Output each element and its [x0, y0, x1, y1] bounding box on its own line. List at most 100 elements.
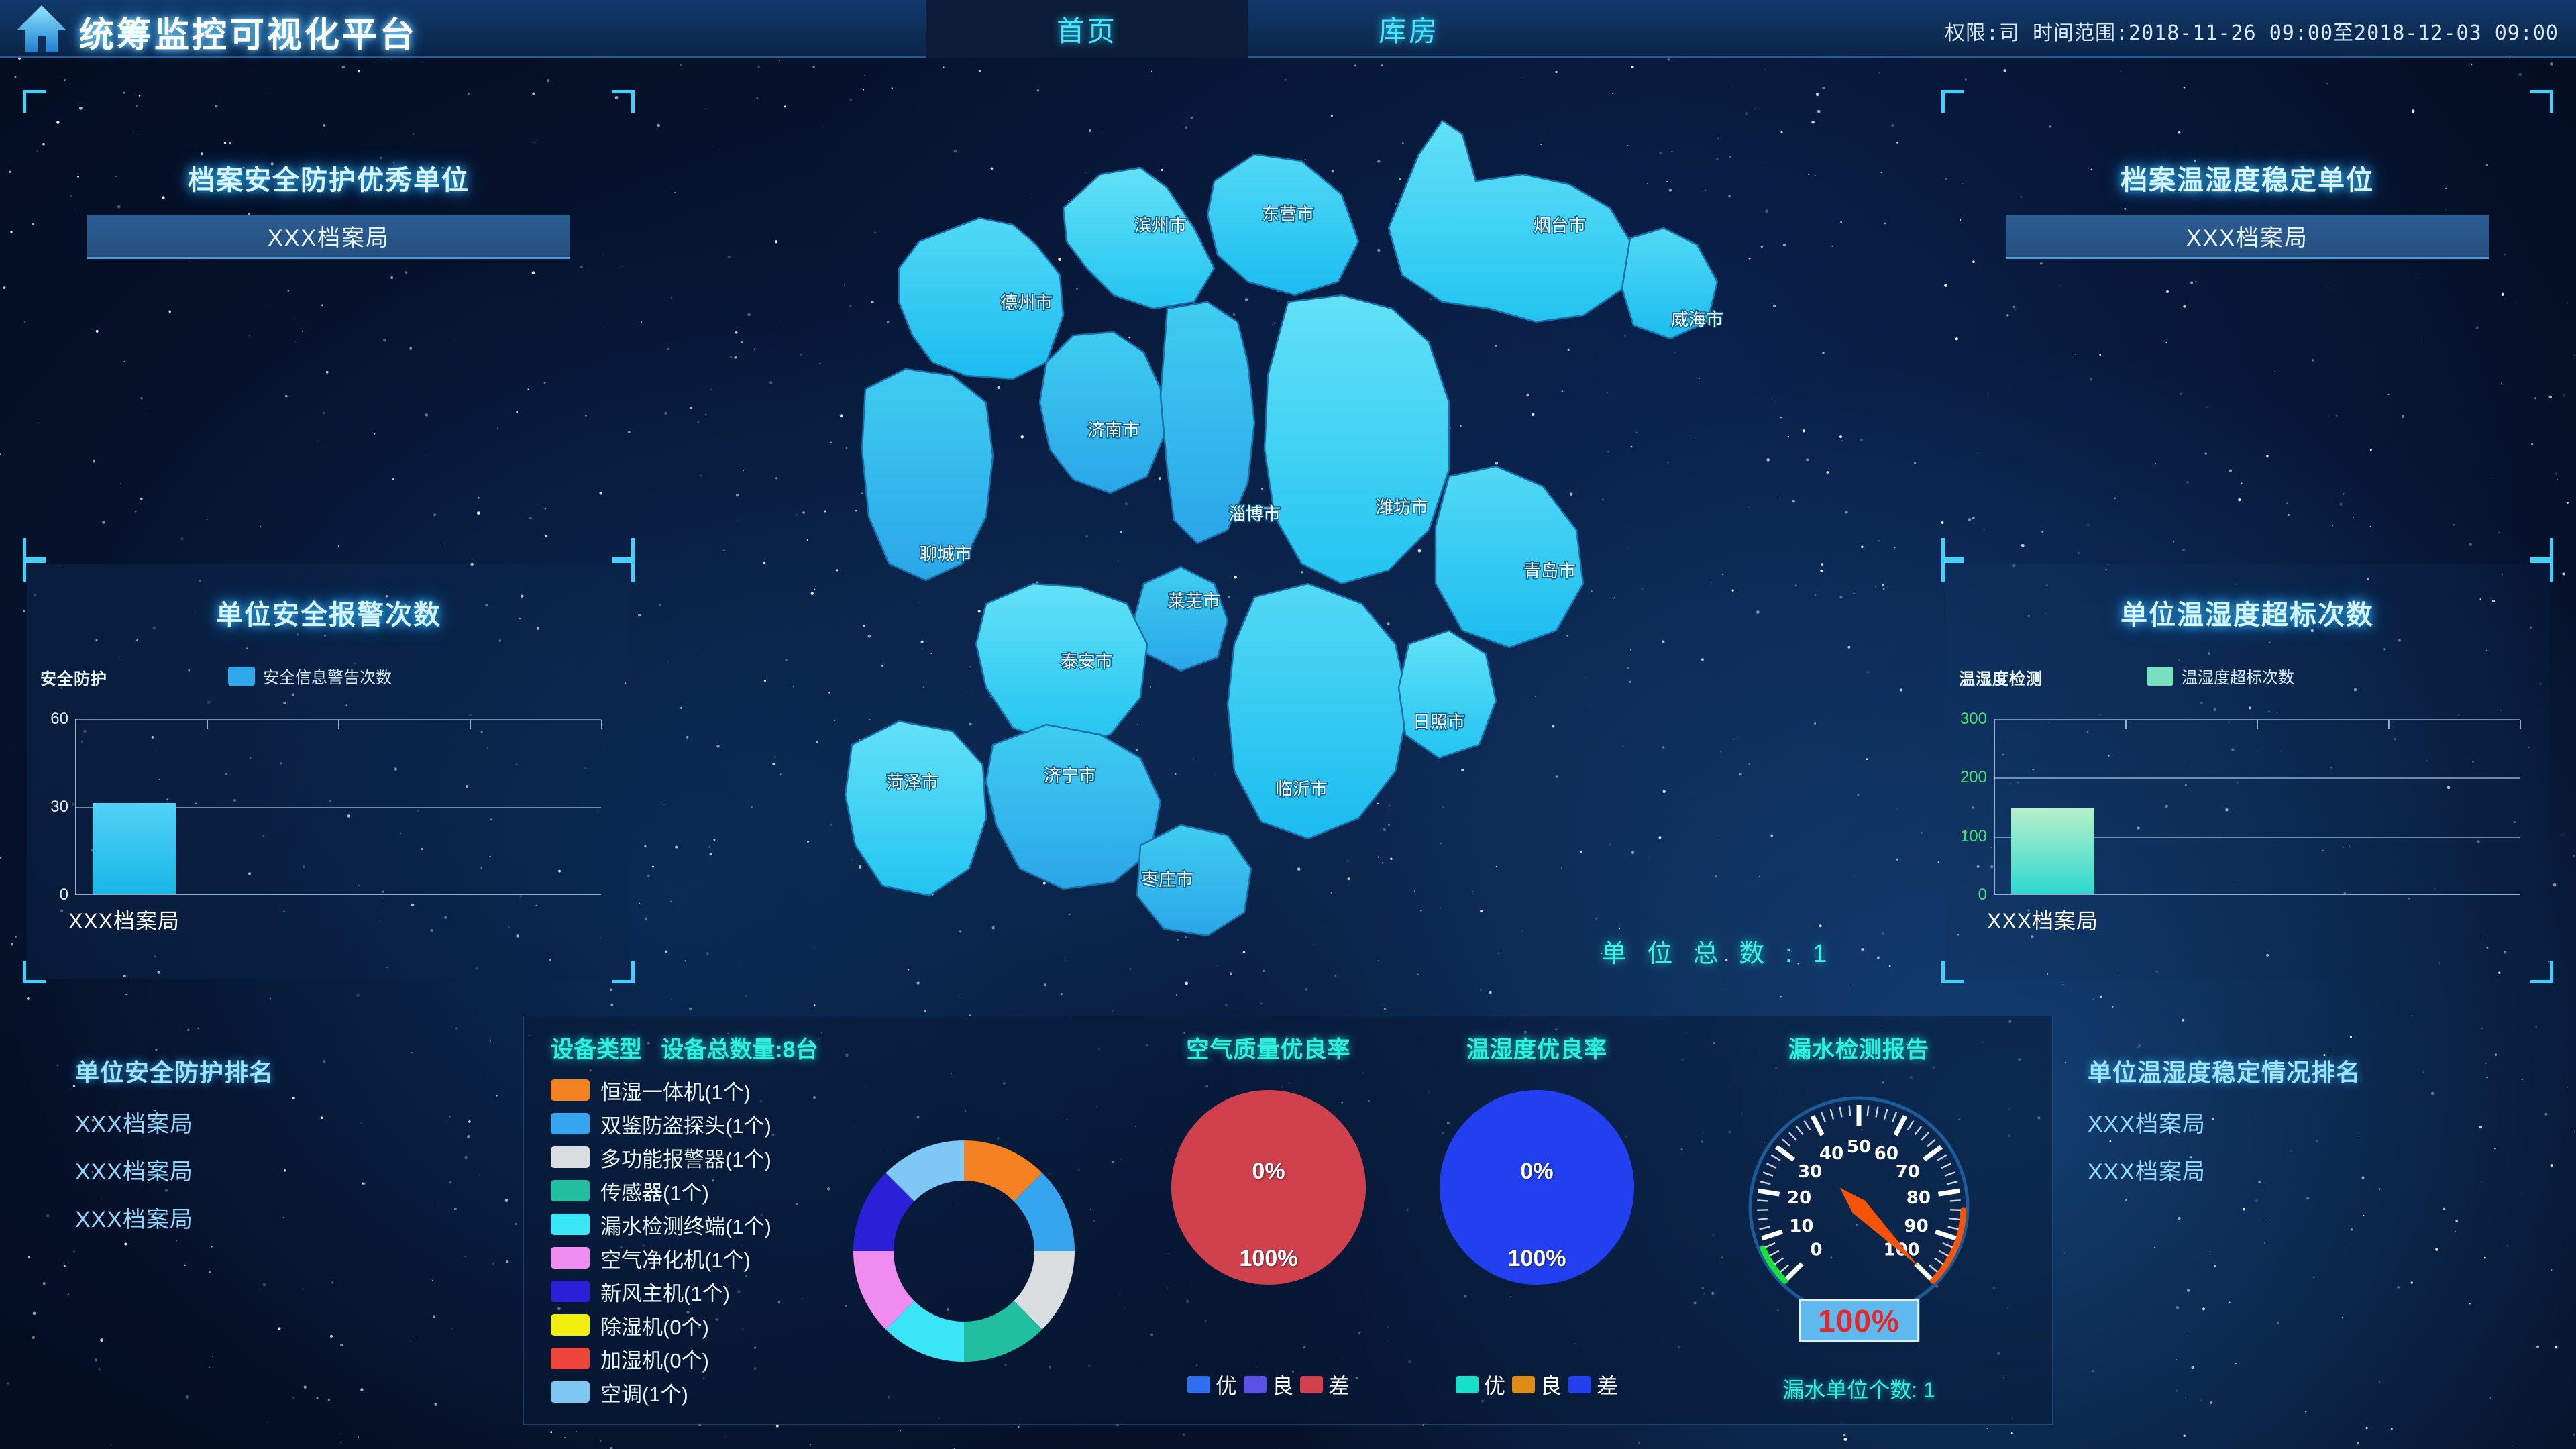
alarm-plot-area: 0 30 60	[75, 719, 601, 895]
legend-swatch	[551, 1314, 590, 1336]
app-header: 统筹监控可视化平台 首页 库房 权限:司 时间范围:2018-11-26 09:…	[0, 0, 2576, 58]
y-axis	[1994, 719, 1995, 895]
stable-unit-value[interactable]: XXX档案局	[2006, 215, 2489, 259]
panel-statistics-strip: 设备类型 设备总数量:8台 恒湿一体机(1个) 双鉴防盗探头(1个) 多功能报警…	[523, 1016, 2053, 1425]
shandong-map[interactable]: 滨州市 东营市 烟台市 威海市 德州市 济南市 淄博市 潍坊市 青岛市 聊城市 莱芜市 泰安市 菏泽市 济…	[698, 74, 1878, 979]
list-item[interactable]: XXX档案局	[2088, 1153, 2549, 1186]
legend-swatch	[551, 1180, 590, 1201]
temp-humidity-legend[interactable]: 优 良 差	[1396, 1369, 1678, 1400]
x-axis-tick	[470, 720, 471, 729]
list-item[interactable]: 恒湿一体机(1个)	[551, 1073, 1145, 1107]
legend-label: 漏水检测终端(1个)	[600, 1210, 771, 1240]
legend-swatch	[1244, 1376, 1267, 1393]
leak-gauge-title: 漏水检测报告	[1684, 1031, 2033, 1064]
legend-label: 空气净化机(1个)	[600, 1243, 751, 1273]
stable-unit-title: 档案温湿度稳定单位	[1945, 158, 2549, 197]
air-quality-block: 空气质量优良率 0% 100% 优 良 差	[1128, 1031, 1409, 1411]
unit-total-label: 单 位 总 数 : 1	[1529, 932, 1905, 969]
leak-gauge-block: 漏水检测报告 0102030405060708090100 100% 漏水单位个…	[1684, 1031, 2033, 1411]
map-svg[interactable]: 滨州市 东营市烟台市威海市 德州市济南市淄博市 潍坊市青岛市 聊城市莱芜市泰安市菏泽市 济…	[698, 74, 1878, 979]
temp-humidity-value-bottom: 100%	[1396, 1246, 1678, 1272]
corner-bracket-icon	[612, 538, 635, 561]
panel-excellent-unit: 档案安全防护优秀单位 XXX档案局	[27, 94, 631, 557]
svg-text:0: 0	[1810, 1240, 1822, 1260]
exceed-chart-legend[interactable]: 温湿度超标次数	[2147, 664, 2294, 688]
y-axis-tick: 30	[50, 798, 68, 816]
legend-item[interactable]: 良	[1512, 1369, 1562, 1400]
grid-line	[1994, 777, 2520, 779]
legend-item[interactable]: 优	[1456, 1369, 1505, 1400]
legend-swatch	[551, 1214, 590, 1235]
alarm-chart-title: 单位安全报警次数	[27, 593, 631, 632]
legend-item[interactable]: 优	[1187, 1369, 1237, 1400]
legend-item[interactable]: 差	[1300, 1369, 1350, 1400]
legend-label: 优	[1484, 1369, 1505, 1400]
legend-swatch	[1568, 1376, 1591, 1393]
legend-swatch	[1456, 1376, 1479, 1393]
alarm-chart-legend[interactable]: 安全信息警告次数	[228, 664, 392, 688]
legend-item[interactable]: 差	[1568, 1369, 1618, 1400]
legend-label: 温湿度超标次数	[2182, 664, 2294, 688]
list-item[interactable]: XXX档案局	[75, 1201, 537, 1234]
panel-alarm-chart: 单位安全报警次数 安全防护 安全信息警告次数 0 30 60 XXX档案局	[27, 564, 631, 979]
tab-warehouse[interactable]: 库房	[1248, 0, 1570, 58]
app-title: 统筹监控可视化平台	[79, 7, 417, 57]
corner-bracket-icon	[1941, 90, 1964, 113]
air-quality-value-bottom: 100%	[1128, 1246, 1409, 1272]
svg-text:德州市: 德州市	[1000, 293, 1053, 313]
legend-swatch	[551, 1146, 590, 1168]
air-quality-value-top: 0%	[1128, 1159, 1409, 1185]
x-axis	[75, 894, 601, 895]
svg-text:50: 50	[1847, 1137, 1871, 1157]
device-donut-chart[interactable]	[830, 1117, 1098, 1385]
excellent-unit-value[interactable]: XXX档案局	[87, 215, 570, 259]
legend-swatch	[2147, 667, 2174, 686]
list-item[interactable]: XXX档案局	[75, 1153, 537, 1186]
exceed-chart-title: 单位温湿度超标次数	[1945, 593, 2549, 632]
svg-text:滨州市: 滨州市	[1134, 216, 1187, 236]
corner-bracket-icon	[23, 538, 46, 561]
y-axis-tick: 300	[1960, 710, 1987, 729]
legend-swatch	[551, 1381, 590, 1403]
list-item[interactable]: XXX档案局	[2088, 1106, 2549, 1138]
x-axis-tick	[207, 720, 208, 729]
svg-text:30: 30	[1798, 1162, 1822, 1182]
x-axis-tick	[2388, 720, 2390, 729]
corner-bracket-icon	[23, 559, 46, 582]
exceed-axis-name: 温湿度检测	[1959, 665, 2043, 689]
y-axis-tick: 0	[1978, 885, 1987, 904]
exceed-plot-area: 0 100 200 300	[1994, 719, 2520, 895]
temp-humidity-value-top: 0%	[1396, 1159, 1678, 1185]
air-quality-legend[interactable]: 优 良 差	[1128, 1369, 1409, 1400]
legend-item[interactable]: 良	[1244, 1369, 1293, 1400]
legend-swatch	[1300, 1376, 1323, 1393]
svg-text:90: 90	[1904, 1216, 1929, 1236]
legend-label: 加湿机(0个)	[600, 1344, 709, 1374]
svg-text:潍坊市: 潍坊市	[1376, 498, 1428, 518]
bar[interactable]	[93, 803, 176, 894]
legend-swatch	[551, 1247, 590, 1269]
svg-text:60: 60	[1874, 1144, 1898, 1164]
svg-text:枣庄市: 枣庄市	[1141, 870, 1193, 890]
bar[interactable]	[2011, 808, 2094, 894]
svg-text:莱芜市: 莱芜市	[1168, 592, 1220, 612]
tab-home[interactable]: 首页	[926, 0, 1248, 58]
legend-label: 空调(1个)	[600, 1377, 688, 1407]
legend-label: 优	[1216, 1369, 1237, 1400]
home-icon	[15, 3, 68, 55]
x-axis-tick	[2520, 720, 2521, 729]
permission-timerange-text: 权限:司 时间范围:2018-11-26 09:00至2018-12-03 09…	[1945, 16, 2559, 46]
list-item[interactable]: XXX档案局	[75, 1106, 537, 1138]
legend-label: 良	[1272, 1369, 1293, 1400]
svg-text:泰安市: 泰安市	[1061, 652, 1113, 672]
legend-label: 良	[1540, 1369, 1562, 1400]
leak-gauge[interactable]: 0102030405060708090100	[1725, 1073, 1993, 1314]
y-axis-tick: 200	[1960, 768, 1987, 787]
corner-bracket-icon	[2530, 90, 2553, 113]
map-regions	[845, 121, 1717, 936]
svg-text:日照市: 日照市	[1413, 712, 1465, 733]
device-type-heading: 设备类型 设备总数量:8台	[551, 1031, 1145, 1064]
legend-swatch	[551, 1113, 590, 1134]
legend-swatch	[551, 1079, 590, 1101]
device-total-label: 设备总数量:8台	[661, 1037, 818, 1063]
